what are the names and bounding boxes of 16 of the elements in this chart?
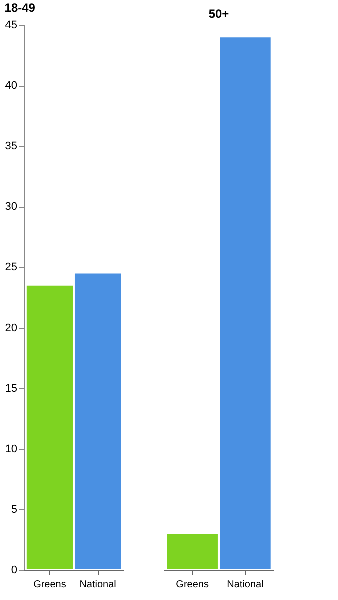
- chart-title: 50+: [208, 7, 230, 21]
- y-tick-label: 25: [5, 262, 18, 274]
- x-tick-label: National: [227, 580, 264, 590]
- y-tick-label: 10: [5, 443, 18, 456]
- y-tick-label: 15: [5, 382, 18, 395]
- y-tick-label: 5: [11, 504, 18, 516]
- y-tick-label: 45: [5, 20, 18, 32]
- y-tick-label: 0: [11, 564, 18, 576]
- x-tick-label: National: [80, 580, 116, 590]
- y-tick-label: 20: [5, 322, 18, 334]
- x-tick-label: Greens: [34, 580, 66, 590]
- y-tick-label: 40: [5, 80, 18, 92]
- y-tick-label: 30: [5, 201, 18, 214]
- x-tick-label: Greens: [176, 580, 209, 590]
- y-tick-label: 35: [5, 140, 18, 153]
- chart-title: 18-49: [4, 1, 36, 15]
